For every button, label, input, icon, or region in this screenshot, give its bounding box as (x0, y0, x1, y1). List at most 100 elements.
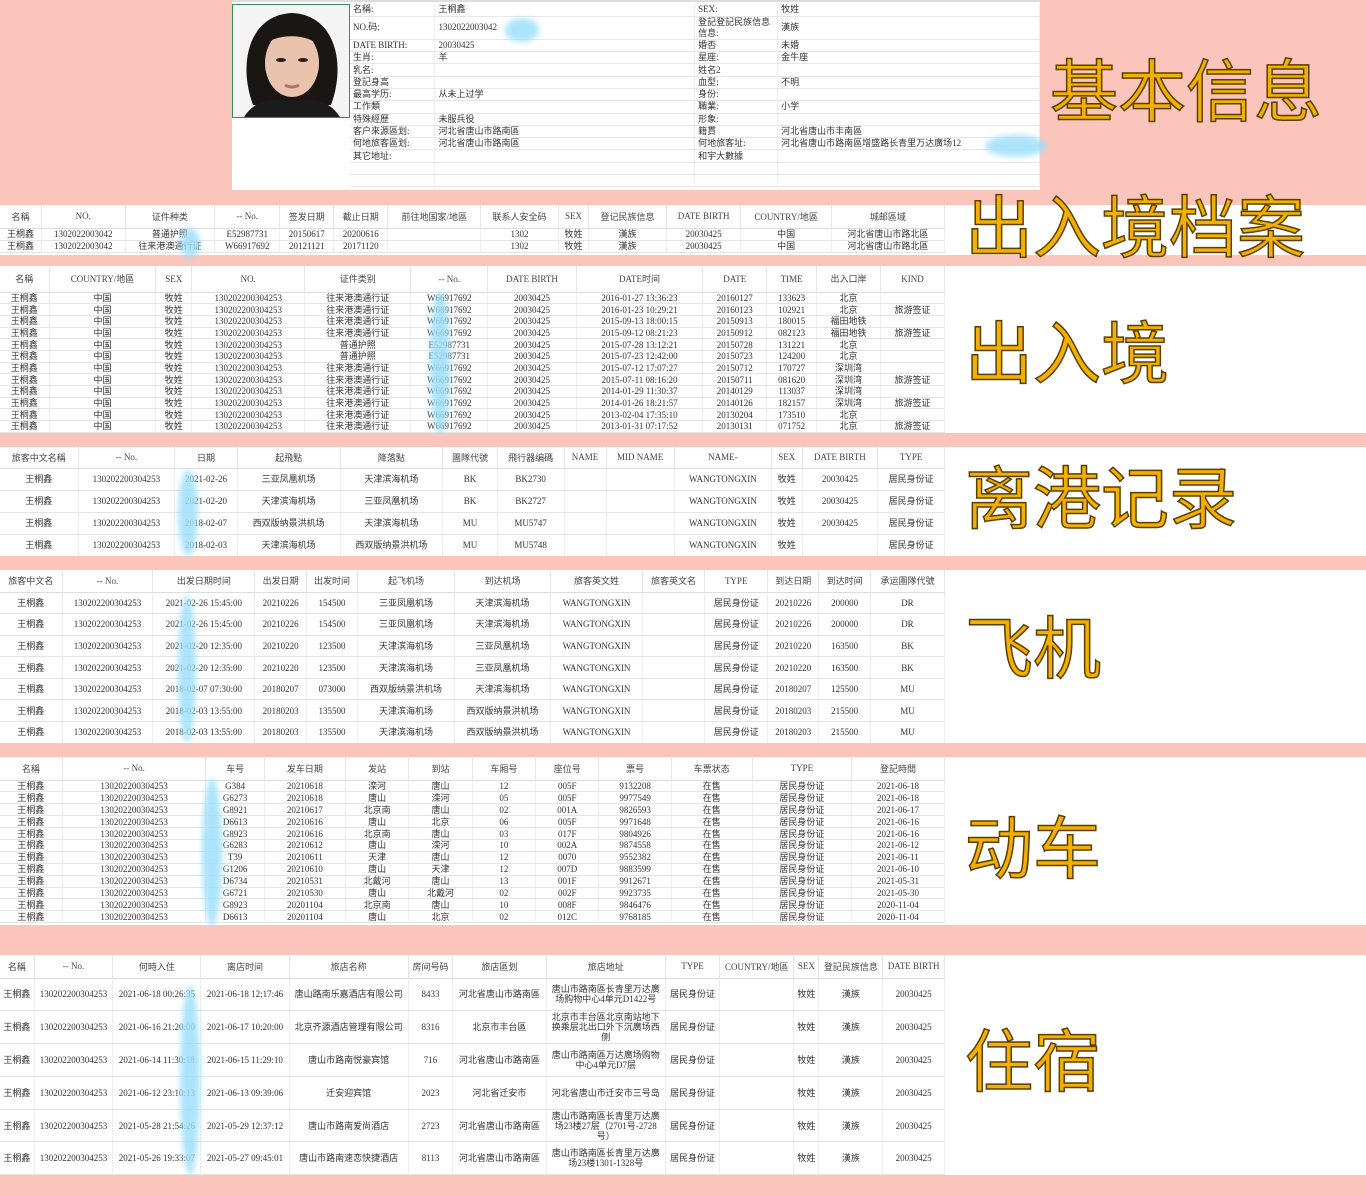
column-header[interactable]: 城邮區域 (831, 205, 946, 229)
table-cell[interactable]: 天津滨海机场 (357, 721, 455, 743)
table-cell[interactable]: 20030425 (802, 468, 879, 491)
table-cell[interactable]: 017F (535, 827, 600, 840)
table-cell[interactable]: 02 (472, 887, 537, 900)
table-cell[interactable]: 008F (535, 898, 600, 912)
table-cell[interactable]: 2021-06-10 (851, 863, 946, 876)
table-cell[interactable]: 往来港澳通行证 (304, 362, 412, 375)
table-cell[interactable]: 在售 (671, 815, 753, 829)
table-cell[interactable]: 12 (472, 851, 537, 864)
table-cell[interactable]: 20150617 (279, 228, 335, 241)
table-cell[interactable]: 福田地铁 (816, 315, 881, 328)
table-cell[interactable] (642, 721, 706, 743)
table-cell[interactable]: 王桐鑫 (0, 827, 63, 840)
table-cell[interactable]: 130202200304253 (191, 373, 306, 386)
table-cell[interactable]: 2021-02-26 15:45:00 (152, 592, 256, 615)
table-cell[interactable]: 20160127 (702, 292, 768, 305)
table-cell[interactable]: 20210618 (264, 791, 346, 805)
column-header[interactable]: 车厢号 (472, 757, 537, 781)
table-cell[interactable]: 20180203 (254, 721, 307, 743)
table-cell[interactable]: 中国 (49, 385, 157, 398)
table-cell[interactable]: 20210220 (767, 656, 820, 679)
table-cell[interactable]: 2015-09-13 18:00:15 (576, 315, 704, 328)
table-cell[interactable]: 20180207 (767, 678, 820, 701)
table-cell[interactable]: MU (870, 699, 946, 723)
table-cell[interactable]: 082123 (766, 327, 818, 340)
table-cell[interactable]: 漢族 (818, 1076, 884, 1110)
table-cell[interactable]: 牧姓 (558, 240, 590, 253)
table-cell[interactable]: MU (870, 721, 946, 743)
table-cell[interactable]: 2021-05-31 (851, 875, 946, 888)
table-cell[interactable]: 9874558 (598, 839, 672, 852)
table-cell[interactable]: 073000 (306, 678, 359, 701)
column-header[interactable]: DATE BIRTH (882, 955, 945, 979)
column-header[interactable]: 名稱 (0, 205, 42, 229)
table-cell[interactable]: 02 (472, 910, 537, 924)
table-cell[interactable]: 往来港澳通行证 (304, 292, 412, 305)
table-cell[interactable]: 唐山路南乐嘉酒店有限公司 (289, 978, 409, 1012)
table-cell[interactable]: 20201104 (264, 910, 346, 924)
table-cell[interactable] (564, 490, 607, 513)
table-cell[interactable]: 2014-01-29 11:30:37 (576, 385, 704, 398)
table-cell[interactable]: 牧姓 (771, 534, 803, 556)
table-cell[interactable]: 20150913 (702, 315, 768, 328)
column-header[interactable]: DATE BIRTH (666, 205, 742, 229)
table-cell[interactable]: 普通护照 (125, 228, 216, 241)
table-cell[interactable]: 2013-02-04 17:35:10 (576, 408, 704, 422)
table-cell[interactable]: 130202200304253 (62, 851, 207, 864)
table-cell[interactable]: 河北省唐山市路北區 (831, 228, 946, 241)
table-cell[interactable]: 2021-06-17 10:20:00 (200, 1010, 290, 1045)
table-cell[interactable] (642, 635, 706, 658)
table-cell[interactable]: 130202200304253 (62, 839, 207, 852)
column-header[interactable]: 证件种类 (125, 205, 216, 229)
table-cell[interactable]: 2021-05-27 09:45:01 (200, 1141, 290, 1175)
table-cell[interactable]: 牧姓 (155, 362, 193, 375)
table-cell[interactable]: 9804926 (598, 827, 672, 840)
column-header[interactable]: 车号 (205, 757, 265, 781)
table-cell[interactable]: 中国 (49, 350, 157, 363)
table-cell[interactable]: 王桐鑫 (0, 803, 63, 817)
table-cell[interactable]: 007D (535, 863, 600, 876)
table-cell[interactable]: 130202200304253 (191, 303, 306, 316)
table-cell[interactable]: 王桐鑫 (0, 534, 79, 556)
table-cell[interactable]: 王桐鑫 (0, 228, 42, 241)
table-cell[interactable]: WANGTONGXIN (550, 699, 643, 723)
table-cell[interactable]: 2015-09-12 08:21:23 (576, 327, 704, 340)
table-cell[interactable]: 20210618 (264, 780, 346, 793)
table-cell[interactable]: 154500 (306, 592, 359, 615)
table-cell[interactable]: E52987731 (214, 228, 281, 241)
table-cell[interactable]: 滦河 (408, 791, 473, 805)
table-cell[interactable]: 唐山 (345, 887, 410, 900)
column-header[interactable]: DATE (702, 266, 768, 293)
table-cell[interactable]: 002F (535, 887, 600, 900)
table-cell[interactable]: 130202200304253 (191, 315, 306, 328)
table-cell[interactable]: 北戴河 (408, 887, 473, 900)
table-cell[interactable]: 20030425 (882, 978, 945, 1012)
table-cell[interactable]: 王桐鑫 (0, 887, 63, 900)
table-cell[interactable]: 王桐鑫 (0, 373, 50, 386)
table-cell[interactable] (606, 512, 675, 535)
table-cell[interactable] (642, 678, 706, 701)
table-cell[interactable]: 深圳湾 (816, 362, 881, 375)
table-cell[interactable]: 2021-06-17 (851, 803, 946, 817)
table-cell[interactable]: 2018-02-07 07:30:00 (152, 678, 256, 701)
table-cell[interactable]: MU5748 (497, 534, 565, 556)
table-cell[interactable]: W66917692 (214, 240, 281, 253)
table-cell[interactable]: 163500 (818, 656, 871, 679)
table-cell[interactable]: 往来港澳通行证 (304, 397, 412, 410)
table-cell[interactable]: 王桐鑫 (0, 303, 50, 316)
table-cell[interactable]: WANGTONGXIN (550, 613, 643, 636)
table-cell[interactable]: 王桐鑫 (0, 851, 63, 864)
table-cell[interactable]: 天津滨海机场 (454, 678, 552, 701)
column-header[interactable]: -- No. (410, 266, 489, 293)
table-cell[interactable]: 8433 (408, 978, 454, 1012)
table-cell[interactable]: 133623 (766, 292, 818, 305)
table-cell[interactable]: 中国 (740, 228, 832, 241)
table-cell[interactable]: 天津滨海机场 (237, 534, 341, 556)
table-cell[interactable]: 往来港澳通行证 (304, 408, 412, 422)
table-cell[interactable]: 居民身份证 (752, 898, 852, 912)
column-header[interactable]: NAME- (674, 447, 772, 469)
table-cell[interactable]: W66917692 (410, 408, 489, 422)
table-cell[interactable]: 王桐鑫 (0, 635, 63, 658)
column-header[interactable]: KIND (880, 266, 945, 293)
table-cell[interactable]: 在售 (671, 875, 753, 888)
